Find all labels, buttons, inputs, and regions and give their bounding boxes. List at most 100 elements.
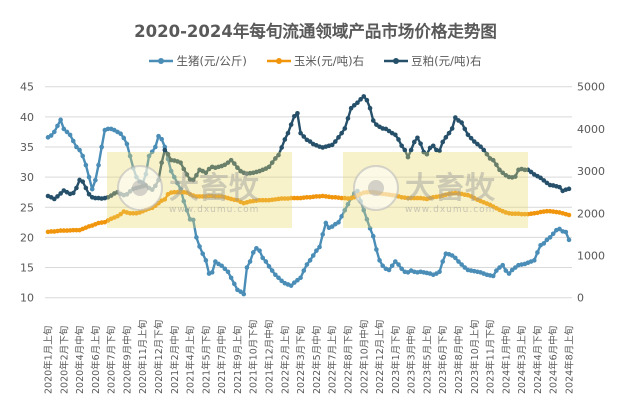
y-left-tick-label: 10 (20, 292, 34, 305)
data-point (386, 267, 392, 273)
data-point (162, 197, 168, 202)
data-point (437, 269, 442, 275)
data-point (295, 195, 300, 201)
watermark-url: www.dxumu.com (405, 205, 495, 215)
data-point (206, 193, 212, 199)
data-point (509, 211, 515, 217)
data-point (121, 135, 127, 141)
data-point (276, 275, 281, 281)
data-point (190, 217, 196, 223)
data-point (55, 123, 60, 129)
data-point (380, 263, 386, 269)
data-point (216, 194, 221, 199)
data-point (273, 156, 278, 161)
data-point (399, 266, 404, 272)
data-point (197, 194, 202, 199)
legend-item-pig: 生猪(元/公斤) (149, 53, 247, 69)
data-point (156, 133, 161, 139)
x-tick-label: 2022年5月中旬 (311, 326, 323, 394)
data-point (279, 278, 284, 284)
data-point (61, 228, 67, 233)
data-point (377, 258, 382, 263)
data-point (291, 113, 297, 119)
watermark-brand: 大畜牧 (405, 171, 496, 206)
data-point (329, 224, 335, 229)
data-point (396, 262, 401, 267)
data-point (402, 147, 408, 153)
y-left-tick-label: 20 (20, 231, 34, 244)
data-point (415, 135, 420, 141)
data-point (295, 277, 300, 283)
data-point (273, 272, 278, 278)
data-point (490, 273, 496, 279)
data-point (219, 263, 224, 269)
data-point (449, 253, 455, 258)
data-point (320, 232, 326, 237)
data-point (550, 231, 556, 237)
data-point (200, 251, 206, 256)
data-point (329, 142, 335, 148)
data-point (266, 264, 272, 269)
data-point (424, 151, 430, 157)
data-point (370, 233, 376, 239)
data-point (194, 235, 199, 240)
data-point (345, 116, 351, 121)
data-point (307, 258, 313, 263)
data-point (80, 153, 86, 159)
data-point (459, 262, 464, 267)
data-point (225, 160, 231, 165)
x-tick-label: 2021年12月中旬 (264, 320, 276, 394)
x-tick-label: 2022年10月中旬 (358, 320, 370, 394)
data-point (288, 195, 294, 201)
data-point (370, 118, 376, 123)
watermark-brand: 大畜牧 (169, 171, 260, 206)
x-tick-label: 2021年2月中旬 (169, 326, 181, 394)
data-point (418, 141, 423, 146)
data-point (225, 269, 231, 275)
data-point (153, 144, 158, 150)
data-point (557, 226, 562, 232)
data-point (282, 137, 288, 142)
data-point (522, 211, 528, 217)
data-point (74, 185, 79, 191)
data-point (304, 262, 310, 267)
data-point (367, 226, 373, 231)
data-point (358, 97, 363, 102)
data-point (288, 283, 294, 288)
data-point (127, 153, 133, 159)
y-right-tick-label: 3000 (577, 165, 605, 178)
x-tick-label: 2023年3月中旬 (406, 326, 418, 394)
data-point (547, 235, 553, 240)
data-point (162, 147, 168, 153)
data-point (364, 217, 370, 222)
data-point (124, 141, 130, 147)
data-point (247, 259, 253, 264)
data-point (500, 170, 505, 176)
y-right-tick-label: 1000 (577, 250, 605, 263)
data-point (497, 167, 502, 173)
data-point (181, 166, 187, 172)
data-point (355, 100, 360, 106)
data-point (471, 139, 477, 144)
data-point (285, 130, 291, 136)
y-right-tick-label: 0 (577, 292, 584, 305)
data-point (351, 102, 357, 108)
data-point (291, 280, 297, 285)
data-point (52, 196, 57, 202)
data-point (80, 179, 86, 184)
data-point (197, 244, 202, 249)
data-point (172, 189, 177, 195)
data-point (323, 220, 329, 226)
data-point (563, 229, 569, 235)
data-point (172, 174, 177, 180)
data-point (83, 185, 89, 191)
data-point (181, 198, 187, 204)
data-point (213, 259, 218, 264)
data-point (127, 211, 133, 216)
data-point (443, 135, 449, 140)
data-point (399, 143, 404, 149)
data-point (339, 130, 344, 136)
data-point (99, 144, 104, 150)
x-tick-label: 2024年8月上旬 (564, 326, 576, 394)
data-point (194, 194, 199, 199)
